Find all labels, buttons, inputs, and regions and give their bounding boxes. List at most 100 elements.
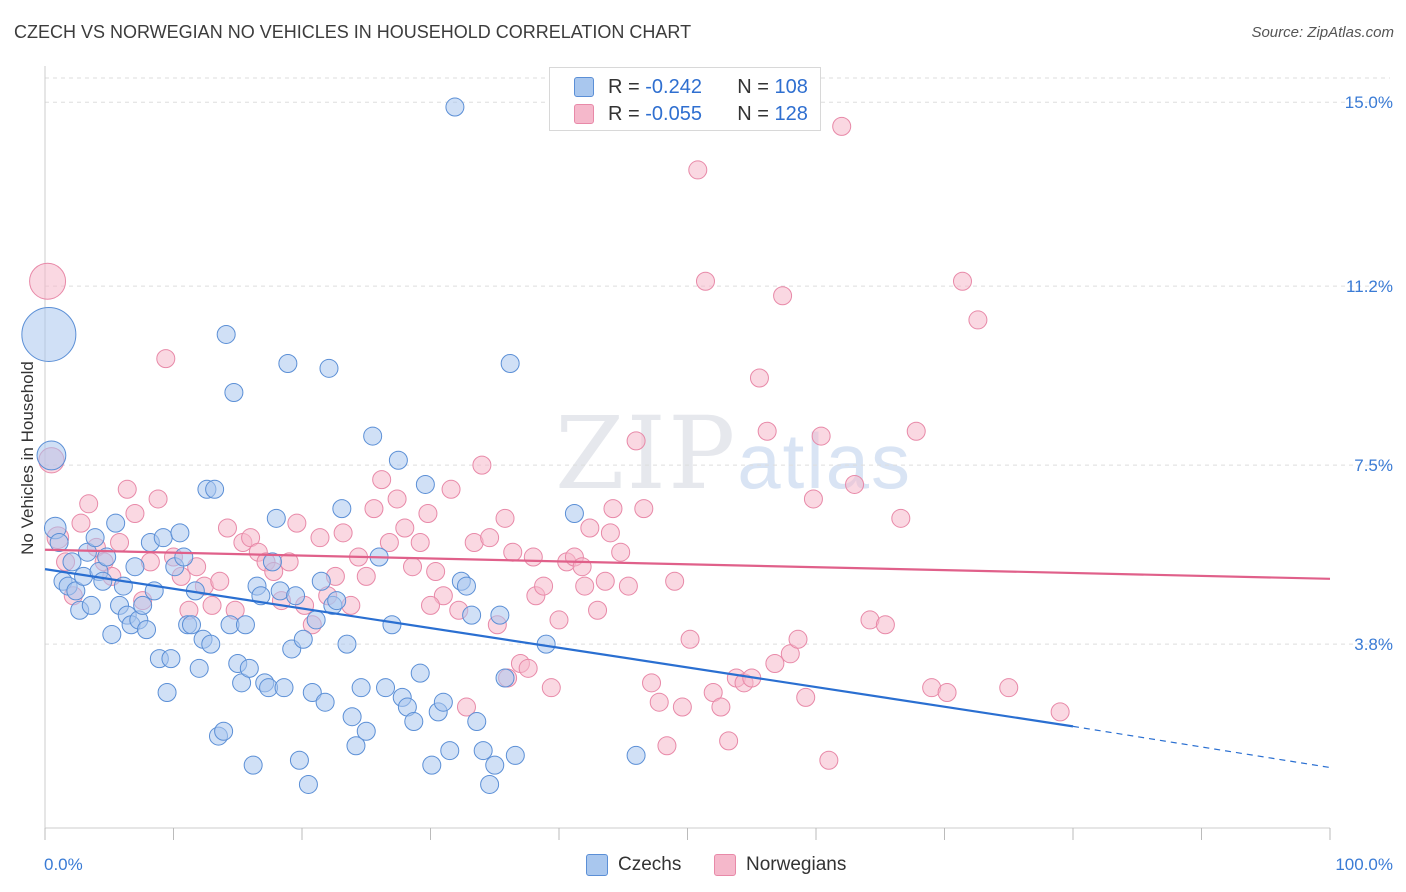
czech-point: [626, 745, 646, 765]
norwegian-point: [711, 697, 731, 717]
czech-point: [473, 741, 493, 761]
gridlines: [45, 77, 1390, 645]
czech-point: [327, 591, 347, 611]
legend-norwegian-r-value: -0.055: [645, 102, 702, 125]
norwegian-point: [480, 528, 500, 548]
czech-point: [433, 692, 453, 712]
norwegian-point: [71, 513, 91, 533]
czech-point: [289, 750, 309, 770]
czech-point: [21, 306, 77, 362]
czech-point: [467, 712, 487, 732]
norwegian-point: [611, 542, 631, 562]
legend-swatch-czech: [574, 77, 594, 97]
bottom-swatch-norwegians: [714, 854, 736, 876]
czech-point: [480, 774, 500, 794]
x-tick-label-end: 100.0%: [1335, 855, 1393, 874]
legend-czech-r-value: -0.242: [645, 75, 702, 98]
czech-point: [125, 557, 145, 577]
czech-point: [495, 668, 515, 688]
norwegian-point: [495, 508, 515, 528]
norwegian-point: [523, 547, 543, 567]
czech-point: [415, 474, 435, 494]
legend-czech-n-value: 108: [774, 75, 808, 98]
legend-norwegian-r-label: R =: [608, 102, 646, 125]
czech-point: [462, 605, 482, 625]
czech-point: [205, 479, 225, 499]
norwegian-point: [642, 673, 662, 693]
norwegian-point: [757, 421, 777, 441]
norwegian-point: [534, 576, 554, 596]
czech-point: [81, 595, 101, 615]
norwegian-point: [788, 629, 808, 649]
norwegian-point: [765, 653, 785, 673]
norwegian-point: [518, 658, 538, 678]
norwegian-point: [410, 533, 430, 553]
czech-point: [298, 774, 318, 794]
czech-point: [137, 620, 157, 640]
czech-point: [440, 741, 460, 761]
norwegian-point: [421, 595, 440, 615]
czech-point: [356, 721, 376, 741]
legend-row-czech: R = -0.242 N = 108: [574, 75, 808, 99]
bottom-legend-czechs: Czechs: [586, 852, 681, 878]
czech-point: [500, 353, 520, 373]
norwegian-point: [575, 576, 595, 596]
norwegian-point: [811, 426, 831, 446]
czech-point: [456, 576, 476, 596]
legend-norwegian-n-label: N =: [737, 102, 775, 125]
czech-point: [404, 712, 424, 732]
czech-point: [266, 508, 286, 528]
watermark-zip: ZIP: [555, 395, 738, 512]
czech-point: [36, 440, 67, 471]
norwegian-point: [891, 508, 911, 528]
bottom-swatch-czechs: [586, 854, 608, 876]
norwegian-point: [156, 349, 176, 369]
czech-point: [157, 683, 177, 703]
legend-swatch-norwegian: [574, 104, 594, 124]
czech-point: [214, 721, 234, 741]
legend-norwegian-n-value: 128: [774, 102, 808, 125]
czech-point: [49, 533, 69, 553]
legend-czech-r-label: R =: [608, 75, 646, 98]
norwegian-point: [665, 571, 685, 591]
norwegian-point: [634, 499, 654, 519]
czech-point: [278, 353, 298, 373]
norwegian-point: [148, 489, 168, 509]
norwegian-point: [845, 474, 865, 494]
czech-point: [174, 547, 194, 567]
czech-point: [274, 678, 294, 698]
norwegian-point: [832, 116, 852, 136]
norwegian-point: [719, 731, 739, 751]
norwegian-point: [372, 470, 392, 490]
czech-point: [337, 634, 357, 654]
norwegian-point: [595, 571, 615, 591]
norwegian-points: [29, 116, 1070, 770]
norwegian-point: [395, 518, 415, 538]
czech-point: [97, 547, 117, 567]
norwegian-point: [79, 494, 99, 514]
czech-point: [490, 605, 510, 625]
norwegian-point: [441, 479, 461, 499]
norwegian-point: [217, 518, 237, 538]
norwegian-point: [549, 610, 569, 630]
czech-point: [306, 610, 326, 630]
source-label: Source: ZipAtlas.com: [1251, 24, 1394, 41]
norwegian-point: [657, 736, 677, 756]
czech-point: [346, 736, 366, 756]
czech-trend-line: [44, 568, 1074, 728]
czech-point: [319, 358, 339, 378]
norwegian-point: [688, 160, 708, 180]
czech-point: [224, 383, 244, 403]
norwegian-point: [603, 499, 623, 519]
czech-point: [315, 692, 335, 712]
czech-point: [332, 499, 352, 519]
czech-point: [170, 523, 190, 543]
norwegian-point: [588, 600, 608, 620]
czech-point: [189, 658, 209, 678]
norwegian-point: [875, 615, 895, 635]
norwegian-point: [364, 499, 384, 519]
czech-point: [239, 658, 259, 678]
trend-lines: [44, 548, 1331, 769]
norwegian-point: [680, 629, 700, 649]
